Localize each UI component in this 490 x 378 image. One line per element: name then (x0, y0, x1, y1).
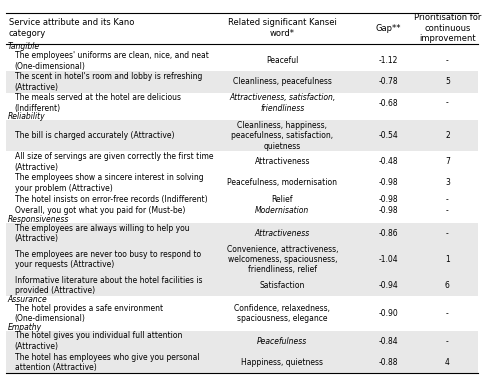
Text: The hotel has employees who give you personal
attention (Attractive): The hotel has employees who give you per… (15, 353, 199, 372)
Text: -0.86: -0.86 (379, 229, 398, 238)
Text: Modernisation: Modernisation (255, 206, 309, 215)
Text: -0.68: -0.68 (379, 99, 398, 108)
Text: Cleanliness, peacefulness: Cleanliness, peacefulness (233, 77, 332, 87)
Text: 1: 1 (445, 255, 450, 264)
Text: Tangible: Tangible (8, 42, 40, 51)
Text: Informative literature about the hotel facilities is
provided (Attractive): Informative literature about the hotel f… (15, 276, 202, 295)
Text: -: - (446, 309, 449, 318)
Text: Satisfaction: Satisfaction (260, 281, 305, 290)
Text: Convenience, attractiveness,
welcomeness, spaciousness,
friendliness, relief: Convenience, attractiveness, welcomeness… (226, 245, 338, 274)
Text: Peacefulness: Peacefulness (257, 337, 307, 345)
Text: -0.78: -0.78 (379, 77, 398, 87)
Text: 2: 2 (445, 131, 450, 140)
Text: -0.84: -0.84 (379, 337, 398, 345)
Text: Peacefulness, modernisation: Peacefulness, modernisation (227, 178, 337, 187)
Text: -: - (446, 206, 449, 215)
Text: -0.90: -0.90 (379, 309, 398, 318)
Text: 4: 4 (445, 358, 450, 367)
Text: -0.48: -0.48 (379, 157, 398, 166)
Text: The hotel gives you individual full attention
(Attractive): The hotel gives you individual full atte… (15, 332, 182, 351)
Text: The scent in hotel's room and lobby is refreshing
(Attractive): The scent in hotel's room and lobby is r… (15, 72, 202, 91)
Text: -0.88: -0.88 (379, 358, 398, 367)
Text: -0.98: -0.98 (379, 195, 398, 204)
Text: Relief: Relief (271, 195, 293, 204)
Text: Confidence, relaxedness,
spaciousness, elegance: Confidence, relaxedness, spaciousness, e… (234, 304, 330, 323)
Text: Attractiveness: Attractiveness (255, 229, 310, 238)
Text: -: - (446, 56, 449, 65)
Text: Related significant Kansei
word*: Related significant Kansei word* (228, 19, 337, 38)
Text: The employees show a sincere interest in solving
your problem (Attractive): The employees show a sincere interest in… (15, 173, 203, 193)
Text: The meals served at the hotel are delicious
(Indifferent): The meals served at the hotel are delici… (15, 93, 181, 113)
Text: Empathy: Empathy (8, 323, 42, 332)
Text: Attractiveness: Attractiveness (254, 157, 310, 166)
Text: Happiness, quietness: Happiness, quietness (241, 358, 323, 367)
Text: 5: 5 (445, 77, 450, 87)
Text: Cleanliness, happiness,
peacefulness, satisfaction,
quietness: Cleanliness, happiness, peacefulness, sa… (231, 121, 333, 151)
Text: -1.04: -1.04 (379, 255, 398, 264)
Text: Attractiveness, satisfaction,
friendliness: Attractiveness, satisfaction, friendline… (229, 93, 335, 113)
Bar (6, 275, 478, 296)
Bar (6, 71, 478, 93)
Text: -: - (446, 195, 449, 204)
Text: Assurance: Assurance (8, 295, 48, 304)
Text: -0.54: -0.54 (379, 131, 398, 140)
Text: -0.98: -0.98 (379, 178, 398, 187)
Text: The hotel provides a safe environment
(One-dimensional): The hotel provides a safe environment (O… (15, 304, 163, 323)
Text: 7: 7 (445, 157, 450, 166)
Text: The employees are always willing to help you
(Attractive): The employees are always willing to help… (15, 224, 190, 243)
Bar (6, 120, 478, 151)
Bar (6, 352, 478, 373)
Text: 3: 3 (445, 178, 450, 187)
Text: -: - (446, 99, 449, 108)
Bar (6, 331, 478, 352)
Bar (6, 223, 478, 244)
Text: Service attribute and its Kano
category: Service attribute and its Kano category (9, 19, 134, 38)
Text: -: - (446, 229, 449, 238)
Text: -0.98: -0.98 (379, 206, 398, 215)
Text: -0.94: -0.94 (379, 281, 398, 290)
Text: The bill is charged accurately (Attractive): The bill is charged accurately (Attracti… (15, 131, 174, 140)
Text: Reliability: Reliability (8, 113, 45, 121)
Text: Prioritisation for
continuous
improvement: Prioritisation for continuous improvemen… (414, 13, 481, 43)
Bar (6, 244, 478, 275)
Text: 6: 6 (445, 281, 450, 290)
Text: Peaceful: Peaceful (266, 56, 298, 65)
Text: The hotel insists on error-free records (Indifferent): The hotel insists on error-free records … (15, 195, 207, 204)
Text: Responsiveness: Responsiveness (8, 215, 69, 224)
Text: All size of servings are given correctly the first time
(Attractive): All size of servings are given correctly… (15, 152, 213, 172)
Text: -1.12: -1.12 (379, 56, 398, 65)
Text: Overall, you got what you paid for (Must-be): Overall, you got what you paid for (Must… (15, 206, 185, 215)
Text: The employees' uniforms are clean, nice, and neat
(One-dimensional): The employees' uniforms are clean, nice,… (15, 51, 209, 71)
Text: -: - (446, 337, 449, 345)
Text: Gap**: Gap** (376, 23, 401, 33)
Text: The employees are never too busy to respond to
your requests (Attractive): The employees are never too busy to resp… (15, 250, 201, 269)
